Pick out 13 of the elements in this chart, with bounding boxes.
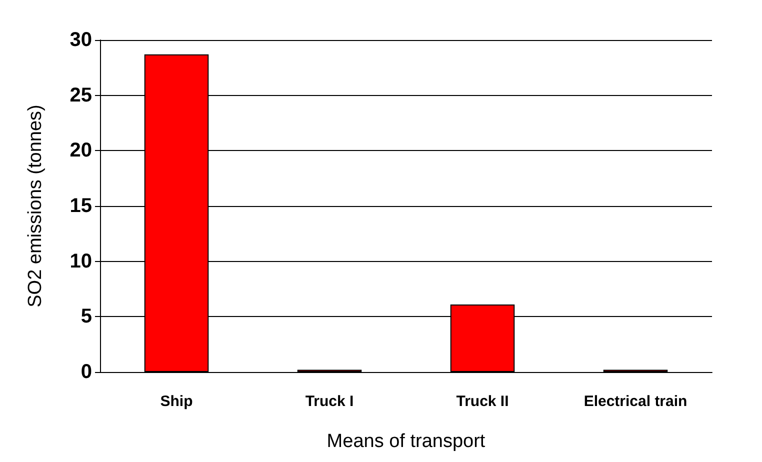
y-tick-label: 5 — [80, 306, 92, 328]
y-tick-label: 15 — [70, 195, 92, 217]
y-tick-label: 10 — [70, 250, 92, 272]
y-tick-label: 0 — [80, 361, 92, 383]
x-tick-label: Electrical train — [584, 393, 688, 410]
x-tick-label: Ship — [160, 393, 193, 410]
y-tick-label: 30 — [70, 29, 92, 51]
y-tick-label: 25 — [70, 84, 92, 106]
x-tick-label: Truck II — [456, 393, 509, 410]
y-axis-title: SO2 emissions (tonnes) — [25, 104, 46, 308]
x-tick-label: Truck I — [305, 393, 354, 410]
x-axis-title: Means of transport — [326, 431, 486, 452]
y-tick-label: 20 — [70, 140, 92, 162]
